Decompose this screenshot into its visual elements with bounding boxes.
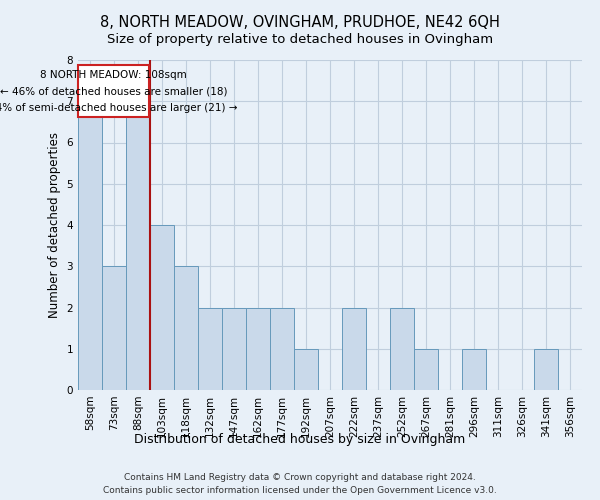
Text: Contains public sector information licensed under the Open Government Licence v3: Contains public sector information licen…: [103, 486, 497, 495]
Bar: [534, 349, 558, 390]
Text: Size of property relative to detached houses in Ovingham: Size of property relative to detached ho…: [107, 32, 493, 46]
Bar: [246, 308, 270, 390]
Text: Distribution of detached houses by size in Ovingham: Distribution of detached houses by size …: [134, 432, 466, 446]
Bar: [270, 308, 294, 390]
Bar: [174, 266, 198, 390]
Bar: [222, 308, 246, 390]
Bar: [78, 101, 102, 390]
Text: 8, NORTH MEADOW, OVINGHAM, PRUDHOE, NE42 6QH: 8, NORTH MEADOW, OVINGHAM, PRUDHOE, NE42…: [100, 15, 500, 30]
Text: 54% of semi-detached houses are larger (21) →: 54% of semi-detached houses are larger (…: [0, 104, 238, 114]
Bar: [414, 349, 438, 390]
Bar: [102, 266, 126, 390]
Y-axis label: Number of detached properties: Number of detached properties: [48, 132, 61, 318]
Text: Contains HM Land Registry data © Crown copyright and database right 2024.: Contains HM Land Registry data © Crown c…: [124, 472, 476, 482]
Bar: [294, 349, 318, 390]
Bar: [342, 308, 366, 390]
Bar: [126, 101, 150, 390]
Bar: [390, 308, 414, 390]
Text: 8 NORTH MEADOW: 108sqm: 8 NORTH MEADOW: 108sqm: [40, 70, 187, 81]
Bar: [462, 349, 486, 390]
Bar: [198, 308, 222, 390]
Bar: [150, 225, 174, 390]
Text: ← 46% of detached houses are smaller (18): ← 46% of detached houses are smaller (18…: [0, 87, 227, 97]
Bar: [78, 65, 149, 117]
